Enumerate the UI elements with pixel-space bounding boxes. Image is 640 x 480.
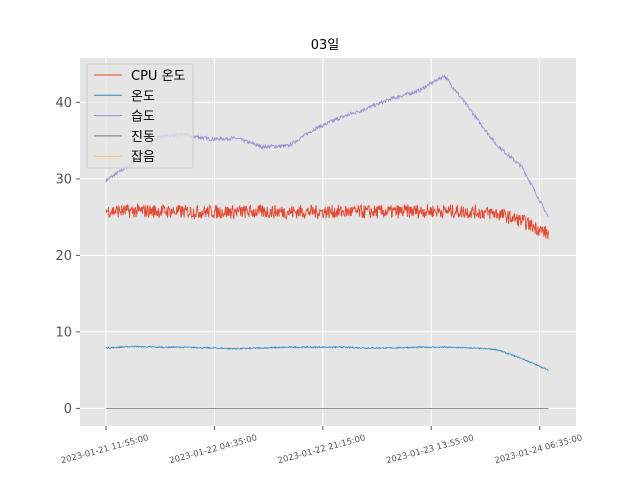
series-line-1	[105, 345, 549, 371]
legend-label: 습도	[131, 110, 155, 125]
series-line-0	[105, 202, 549, 240]
legend-label: 잡음	[131, 150, 155, 165]
y-tick-label: 40	[55, 96, 72, 111]
legend-label: CPU 온도	[131, 69, 186, 84]
legend-box	[86, 63, 194, 169]
chart-title: 03일	[311, 38, 340, 53]
y-tick-label: 10	[55, 325, 72, 340]
y-tick-label: 20	[55, 249, 72, 264]
y-tick-label: 30	[55, 172, 72, 187]
legend-label: 진동	[131, 130, 155, 145]
y-tick-label: 0	[64, 402, 72, 417]
y-axis: 0 10 20 30 40	[55, 96, 80, 417]
legend-label: 온도	[131, 89, 155, 104]
